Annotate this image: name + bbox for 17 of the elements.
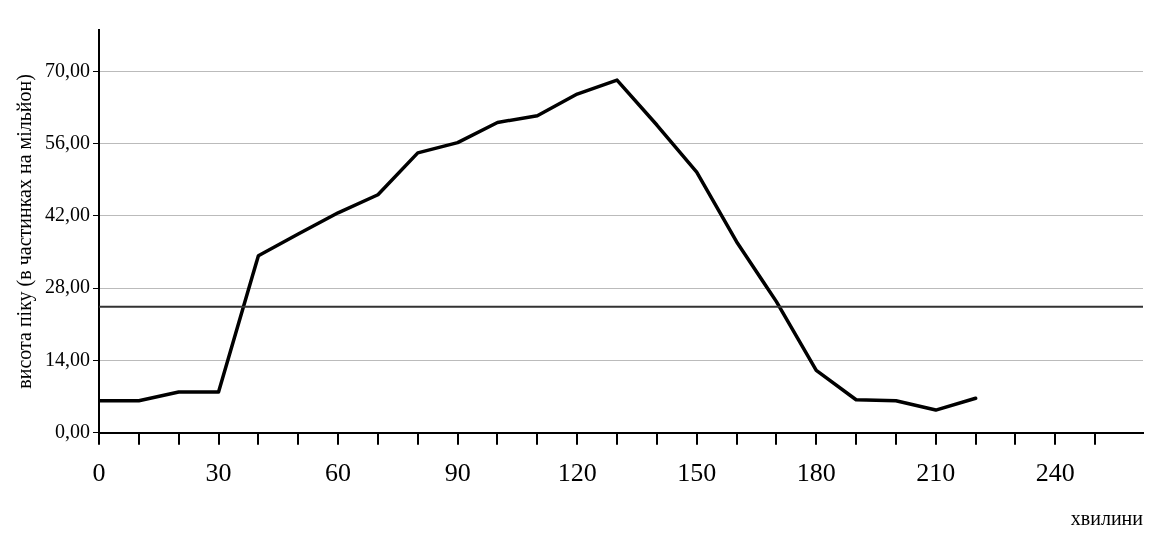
y-tick-label: 28,00 [45, 275, 90, 298]
y-tick-label: 14,00 [45, 347, 90, 370]
x-tick-label: 180 [796, 458, 836, 488]
x-tick-label: 120 [557, 458, 597, 488]
y-axis-title: висота піку (в частинках на мільйон) [13, 74, 37, 389]
x-tick-label: 150 [677, 458, 717, 488]
x-tick-label: 240 [1035, 458, 1075, 488]
x-tick-label: 210 [916, 458, 956, 488]
x-tick-label: 30 [205, 458, 232, 488]
y-tick-label: 42,00 [45, 203, 90, 226]
y-tick-label: 70,00 [45, 58, 90, 81]
y-tick-label: 0,00 [55, 420, 90, 443]
x-tick-label: 0 [92, 458, 106, 488]
y-tick-label: 56,00 [45, 130, 90, 153]
x-tick-label: 60 [325, 458, 352, 488]
x-axis-title: хвилини [1070, 507, 1144, 530]
x-tick-label: 90 [444, 458, 471, 488]
